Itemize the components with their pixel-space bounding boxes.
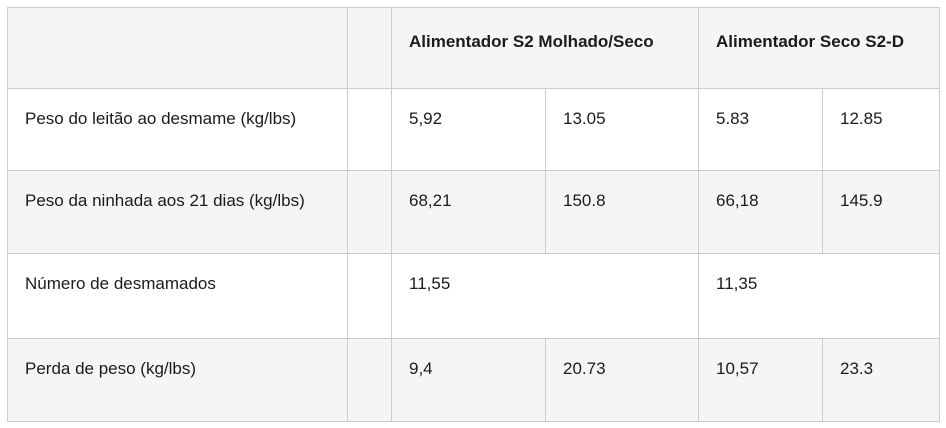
row-label: Número de desmamados <box>7 253 348 339</box>
table-row-number-weaned: Número de desmamados 11,55 11,35 <box>7 253 940 339</box>
cell-value-merged: 11,35 <box>698 253 940 339</box>
header-label-cell <box>7 7 348 89</box>
table-row-weight-loss: Perda de peso (kg/lbs) 9,4 20.73 10,57 2… <box>7 338 940 422</box>
spacer-cell <box>347 88 392 171</box>
cell-value: 66,18 <box>698 170 823 254</box>
cell-value: 23.3 <box>822 338 940 422</box>
spacer-cell <box>347 170 392 254</box>
cell-value: 9,4 <box>391 338 546 422</box>
table-row-weaning-weight: Peso do leitão ao desmame (kg/lbs) 5,92 … <box>7 88 940 171</box>
cell-value: 5,92 <box>391 88 546 171</box>
feeder-comparison-table: Alimentador S2 Molhado/Seco Alimentador … <box>7 7 940 422</box>
header-spacer-cell <box>347 7 392 89</box>
cell-value-merged: 11,55 <box>391 253 699 339</box>
spacer-cell <box>347 338 392 422</box>
column-group-dry-feeder: Alimentador Seco S2-D <box>698 7 940 89</box>
table-row-litter-weight-21-days: Peso da ninhada aos 21 dias (kg/lbs) 68,… <box>7 170 940 254</box>
spacer-cell <box>347 253 392 339</box>
table-header-row: Alimentador S2 Molhado/Seco Alimentador … <box>7 7 940 89</box>
row-label: Peso do leitão ao desmame (kg/lbs) <box>7 88 348 171</box>
row-label: Perda de peso (kg/lbs) <box>7 338 348 422</box>
cell-value: 5.83 <box>698 88 823 171</box>
cell-value: 145.9 <box>822 170 940 254</box>
cell-value: 13.05 <box>545 88 699 171</box>
cell-value: 68,21 <box>391 170 546 254</box>
cell-value: 20.73 <box>545 338 699 422</box>
row-label: Peso da ninhada aos 21 dias (kg/lbs) <box>7 170 348 254</box>
column-group-wet-dry-feeder: Alimentador S2 Molhado/Seco <box>391 7 699 89</box>
cell-value: 10,57 <box>698 338 823 422</box>
cell-value: 150.8 <box>545 170 699 254</box>
cell-value: 12.85 <box>822 88 940 171</box>
